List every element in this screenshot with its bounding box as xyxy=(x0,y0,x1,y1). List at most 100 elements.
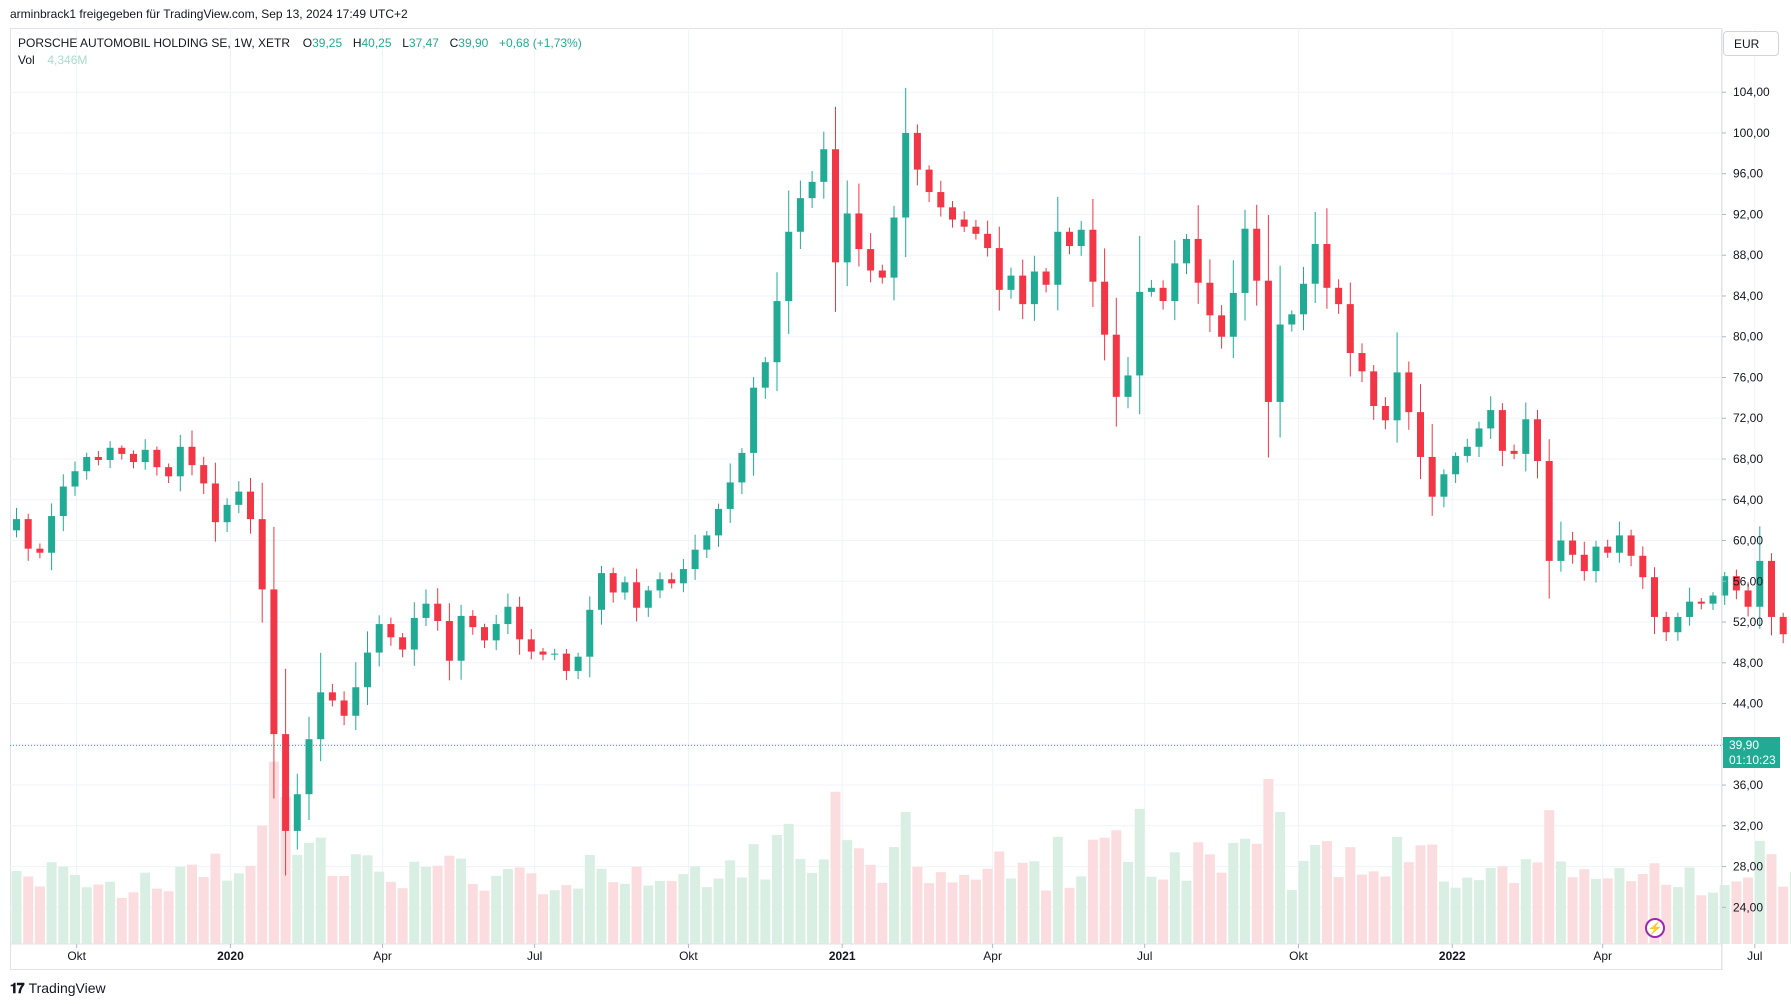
volume-bar xyxy=(233,873,244,944)
volume-bar xyxy=(1520,859,1531,944)
candle-body xyxy=(785,231,793,302)
volume-bar xyxy=(994,851,1005,944)
volume-bar xyxy=(690,866,701,944)
volume-bar xyxy=(1649,863,1660,944)
candle-body xyxy=(527,639,535,652)
volume-bar xyxy=(350,854,361,944)
candle-body xyxy=(1147,287,1155,292)
candle-body xyxy=(1417,412,1424,457)
volume-bar xyxy=(1392,836,1403,944)
candle-body xyxy=(539,651,547,655)
volume-label[interactable]: Vol xyxy=(18,53,35,67)
candle-body xyxy=(1498,410,1506,451)
volume-bar xyxy=(1052,836,1063,944)
price-tick-label: 72,00 xyxy=(1733,411,1763,425)
price-tick-label: 28,00 xyxy=(1733,860,1763,874)
candle-body xyxy=(165,467,173,477)
candle-body xyxy=(1592,546,1600,572)
candle-body xyxy=(1732,576,1740,591)
volume-bar xyxy=(1017,862,1028,944)
volume-bar xyxy=(1181,880,1192,944)
footer-brand[interactable]: TradingView xyxy=(28,980,106,996)
time-tick-label: Okt xyxy=(67,949,86,963)
candle-body xyxy=(1557,540,1565,561)
candle-body xyxy=(1112,334,1120,397)
lightning-icon[interactable]: ⚡ xyxy=(1645,918,1665,938)
candle-body xyxy=(867,249,875,271)
candle-body xyxy=(1194,238,1202,283)
volume-bar xyxy=(58,866,69,944)
candle-body xyxy=(118,447,126,454)
candle-body xyxy=(1686,601,1694,617)
volume-bar xyxy=(1497,866,1508,944)
volume-bar xyxy=(1193,842,1204,944)
volume-bar xyxy=(385,881,396,944)
volume-bar xyxy=(1532,862,1543,944)
volume-bar xyxy=(432,865,443,944)
candle-body xyxy=(855,213,863,250)
candle-body xyxy=(1054,231,1062,285)
candle-body xyxy=(387,624,395,638)
candle-body xyxy=(1288,314,1296,325)
volume-bar xyxy=(268,761,279,944)
candle-body xyxy=(1030,271,1038,305)
candle-body xyxy=(562,653,570,671)
candle-body xyxy=(808,181,816,199)
candle-body xyxy=(1358,353,1366,372)
volume-bar xyxy=(1158,879,1169,944)
time-tick-label: Jul xyxy=(1747,949,1762,963)
volume-bar xyxy=(409,861,420,944)
candle-body xyxy=(703,535,711,550)
candle-body xyxy=(1779,616,1787,635)
bar-countdown: 01:10:23 xyxy=(1729,753,1776,768)
candle-body xyxy=(1089,229,1097,282)
candle-body xyxy=(504,606,512,625)
candle-body xyxy=(1463,446,1471,456)
volume-bar xyxy=(573,888,584,944)
candle-body xyxy=(1124,375,1132,397)
candle-body xyxy=(1370,371,1378,407)
tradingview-logo-icon[interactable]: 𝟏𝟕 xyxy=(10,979,25,996)
candle-body xyxy=(691,549,699,570)
volume-bar xyxy=(257,825,268,944)
price-tick-label: 48,00 xyxy=(1733,656,1763,670)
volume-bar xyxy=(479,890,490,944)
volume-bar xyxy=(339,876,350,944)
volume-bar xyxy=(34,886,45,944)
candle-body xyxy=(1662,616,1670,633)
price-tick-label: 68,00 xyxy=(1733,452,1763,466)
candle-body xyxy=(726,482,734,509)
candle-body xyxy=(1721,576,1729,596)
volume-bar xyxy=(421,866,431,944)
volume-bar xyxy=(1672,887,1683,944)
candle-body xyxy=(878,270,886,278)
candlesticks xyxy=(13,87,1787,876)
volume-bar xyxy=(982,868,993,944)
candle-body xyxy=(1569,540,1577,555)
candle-body xyxy=(1545,461,1553,561)
volume-bar xyxy=(1134,808,1145,944)
volume-bar xyxy=(93,884,104,944)
candle-body xyxy=(1405,372,1413,413)
symbol-title[interactable]: PORSCHE AUTOMOBIL HOLDING SE, 1W, XETR xyxy=(18,36,291,50)
price-tick-label: 64,00 xyxy=(1733,493,1763,507)
volume-bar xyxy=(935,872,946,944)
price-tick-label: 92,00 xyxy=(1733,207,1763,221)
candle-body xyxy=(1253,228,1261,281)
volume-bar xyxy=(187,864,197,944)
volume-bar xyxy=(1427,844,1438,944)
candle-body xyxy=(235,491,243,505)
high-label: H xyxy=(352,36,362,50)
price-tick-label: 76,00 xyxy=(1733,370,1763,384)
volume-bar xyxy=(1041,890,1052,944)
candle-body xyxy=(949,207,956,220)
volume-bar xyxy=(1544,810,1555,944)
candle-body xyxy=(1183,238,1190,264)
open-value: 39,25 xyxy=(312,36,343,50)
currency-button[interactable]: EUR xyxy=(1723,31,1779,56)
candle-body xyxy=(1241,228,1249,293)
candle-body xyxy=(843,213,851,263)
volume-bar xyxy=(970,879,981,944)
candle-body xyxy=(293,794,301,831)
